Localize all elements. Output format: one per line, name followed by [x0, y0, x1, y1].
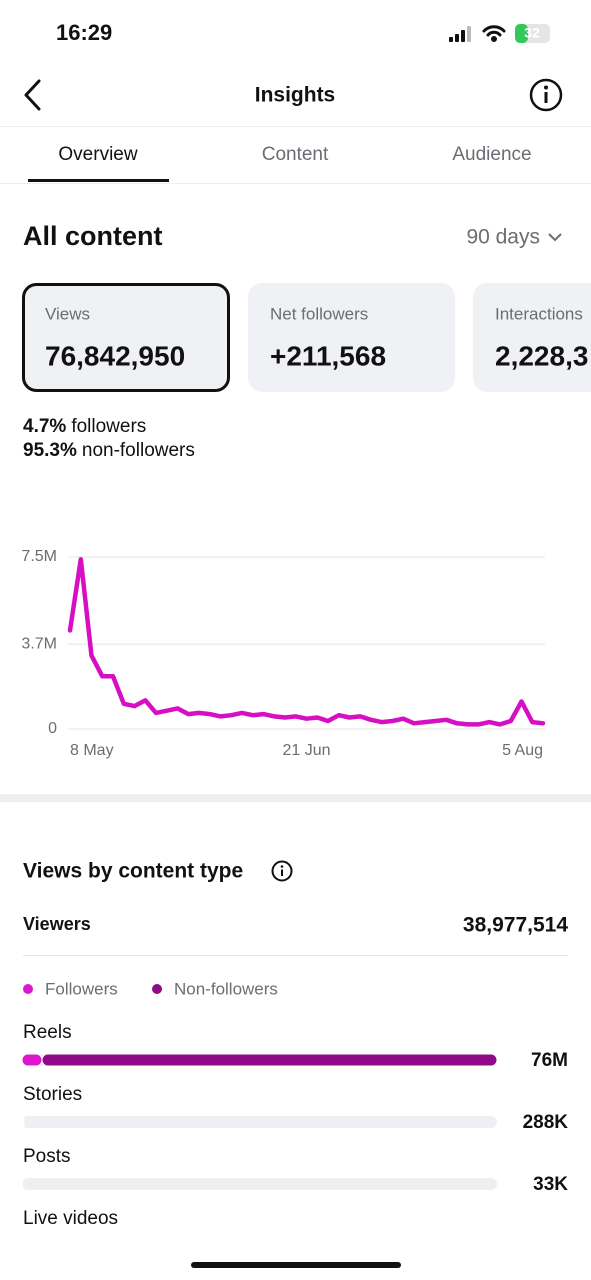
x-tick-label: 5 Aug — [502, 742, 543, 759]
y-tick-label: 7.5M — [21, 548, 57, 565]
card-value: +211,568 — [270, 340, 386, 371]
x-tick-label: 21 Jun — [282, 742, 330, 759]
section-title: All content — [23, 221, 163, 251]
value-label: 76M — [531, 1050, 568, 1071]
metric-card[interactable] — [473, 283, 591, 392]
info-icon[interactable] — [271, 860, 293, 882]
x-tick-label: 8 May — [70, 742, 114, 759]
period-selector[interactable]: 90 days — [466, 226, 540, 249]
legend-label: Non-followers — [174, 979, 278, 998]
category-label: Stories — [23, 1084, 82, 1105]
home-indicator — [191, 1262, 401, 1268]
tab-indicator — [28, 179, 169, 182]
section-separator — [0, 794, 591, 802]
info-button[interactable] — [529, 78, 563, 112]
tab[interactable]: Overview — [58, 144, 137, 165]
value-label: 288K — [523, 1112, 569, 1133]
bar-track — [22, 1178, 497, 1190]
legend-dot — [23, 984, 33, 994]
metric-card[interactable] — [248, 283, 455, 392]
page-title: Insights — [255, 84, 336, 107]
wifi — [482, 25, 506, 42]
split-line: 95.3% non-followers — [23, 440, 195, 461]
card-value: 76,842,950 — [45, 340, 185, 371]
battery-level — [515, 24, 528, 43]
back-button[interactable] — [24, 79, 41, 111]
line — [67, 557, 546, 727]
bar-segment — [22, 1115, 25, 1129]
y-tick-label: 0 — [48, 720, 57, 737]
card-label: Interactions — [495, 304, 583, 323]
bar-segment — [41, 1053, 498, 1067]
legend-dot — [152, 984, 162, 994]
bar-segment — [21, 1053, 43, 1067]
category-label: Live videos — [23, 1208, 118, 1229]
split-value: 95.3% — [23, 440, 77, 461]
split-label: followers — [71, 416, 146, 437]
signal — [449, 26, 471, 42]
y-tick-label: 3.7M — [21, 635, 57, 652]
split-value: 4.7% — [23, 416, 66, 437]
value-label: 33K — [533, 1174, 568, 1195]
chevron — [548, 233, 562, 242]
legend-label: Followers — [45, 979, 118, 998]
section-title: Views by content type — [23, 860, 243, 883]
tab[interactable]: Content — [262, 144, 329, 165]
split-label: non-followers — [82, 440, 195, 461]
battery-text: 32 — [524, 25, 540, 41]
category-label: Posts — [23, 1146, 71, 1167]
metric-card[interactable] — [22, 283, 230, 392]
card-label: Views — [45, 304, 90, 323]
card-value: 2,228,3 — [495, 340, 588, 371]
viewers-label: Viewers — [23, 914, 91, 934]
bar-track — [22, 1116, 497, 1128]
clock: 16:29 — [56, 20, 112, 45]
tab[interactable]: Audience — [452, 144, 531, 165]
viewers-value: 38,977,514 — [463, 914, 568, 937]
card-label: Net followers — [270, 304, 368, 323]
split-line: 4.7% followers — [23, 416, 146, 437]
category-label: Reels — [23, 1022, 72, 1043]
